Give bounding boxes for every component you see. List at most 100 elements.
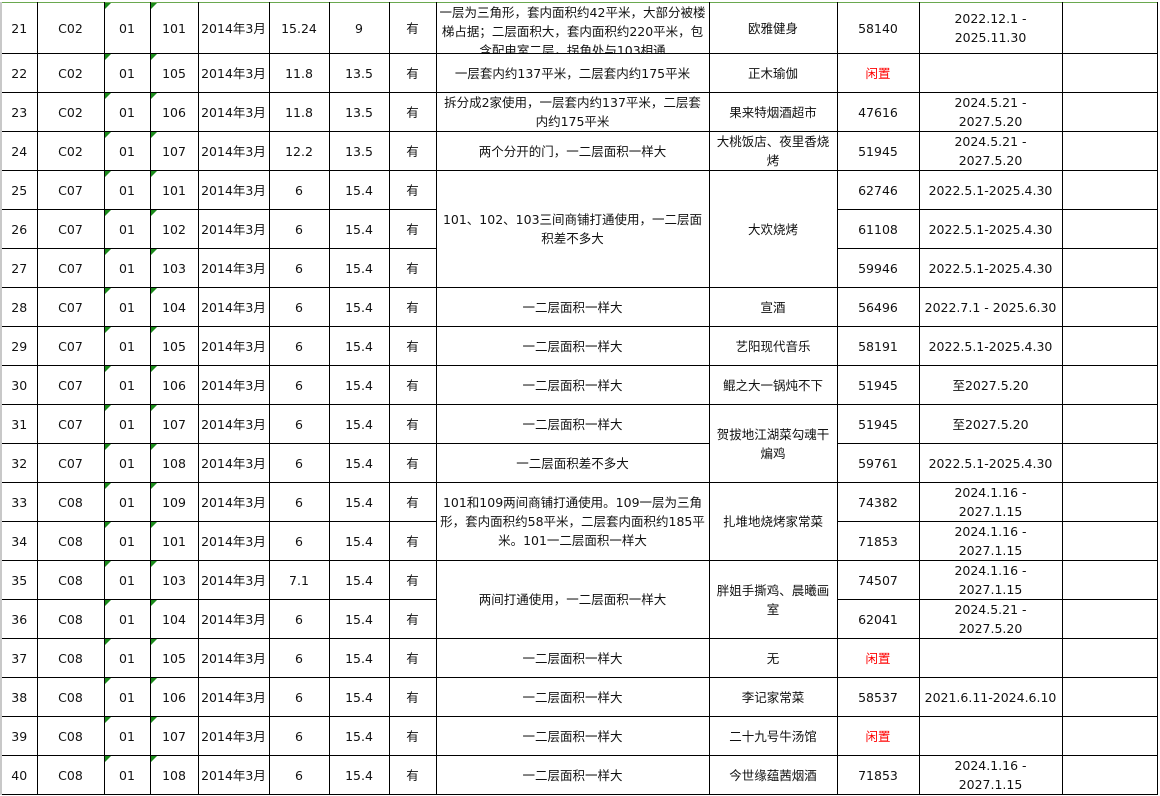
availability-cell[interactable]: 有: [388, 560, 437, 600]
building-cell[interactable]: C07: [36, 365, 105, 405]
value-a-cell[interactable]: 6: [268, 404, 330, 444]
tenant-cell[interactable]: 胖姐手撕鸡、晨曦画室: [708, 560, 838, 639]
value-a-cell[interactable]: 6: [268, 248, 330, 288]
value-b-cell[interactable]: 15.4: [328, 599, 390, 639]
tenant-cell[interactable]: 果来特烟酒超市: [708, 92, 838, 132]
availability-cell[interactable]: 有: [388, 248, 437, 288]
rent-cell[interactable]: 59946: [836, 248, 920, 288]
building-cell[interactable]: C02: [36, 92, 105, 132]
empty-cell[interactable]: [1061, 170, 1158, 210]
date-cell[interactable]: 2014年3月: [197, 638, 270, 678]
availability-cell[interactable]: 有: [388, 209, 437, 249]
empty-cell[interactable]: [1061, 2, 1158, 54]
value-a-cell[interactable]: 6: [268, 599, 330, 639]
empty-cell[interactable]: [1061, 521, 1158, 561]
unit-cell[interactable]: 01: [103, 560, 151, 600]
row-number-cell[interactable]: 25: [0, 170, 38, 210]
tenant-cell[interactable]: 鲲之大一锅炖不下: [708, 365, 838, 405]
tenant-cell[interactable]: 二十九号牛汤馆: [708, 716, 838, 756]
value-b-cell[interactable]: 15.4: [328, 404, 390, 444]
lease-period-cell[interactable]: [918, 716, 1063, 756]
date-cell[interactable]: 2014年3月: [197, 755, 270, 795]
empty-cell[interactable]: [1061, 677, 1158, 717]
empty-cell[interactable]: [1061, 599, 1158, 639]
value-b-cell[interactable]: 15.4: [328, 560, 390, 600]
room-cell[interactable]: 108: [149, 443, 199, 483]
description-cell[interactable]: 一二层面积一样大: [435, 755, 710, 795]
value-b-cell[interactable]: 15.4: [328, 365, 390, 405]
tenant-cell[interactable]: 贺拔地江湖菜勾魂干煸鸡: [708, 404, 838, 483]
date-cell[interactable]: 2014年3月: [197, 2, 270, 54]
unit-cell[interactable]: 01: [103, 209, 151, 249]
rent-cell[interactable]: 74382: [836, 482, 920, 522]
unit-cell[interactable]: 01: [103, 2, 151, 54]
value-a-cell[interactable]: 6: [268, 365, 330, 405]
row-number-cell[interactable]: 27: [0, 248, 38, 288]
row-number-cell[interactable]: 40: [0, 755, 38, 795]
unit-cell[interactable]: 01: [103, 326, 151, 366]
building-cell[interactable]: C08: [36, 755, 105, 795]
availability-cell[interactable]: 有: [388, 755, 437, 795]
description-cell[interactable]: 一二层面积一样大: [435, 287, 710, 327]
tenant-cell[interactable]: 无: [708, 638, 838, 678]
building-cell[interactable]: C08: [36, 482, 105, 522]
description-cell[interactable]: 一二层面积差不多大: [435, 443, 710, 483]
value-a-cell[interactable]: 11.8: [268, 92, 330, 132]
rent-cell[interactable]: 58140: [836, 2, 920, 54]
empty-cell[interactable]: [1061, 482, 1158, 522]
value-a-cell[interactable]: 6: [268, 638, 330, 678]
description-cell[interactable]: 一二层面积一样大: [435, 677, 710, 717]
room-cell[interactable]: 105: [149, 53, 199, 93]
lease-period-cell[interactable]: 2022.5.1-2025.4.30: [918, 170, 1063, 210]
rent-cell[interactable]: 51945: [836, 404, 920, 444]
room-cell[interactable]: 106: [149, 677, 199, 717]
date-cell[interactable]: 2014年3月: [197, 365, 270, 405]
row-number-cell[interactable]: 23: [0, 92, 38, 132]
row-number-cell[interactable]: 22: [0, 53, 38, 93]
row-number-cell[interactable]: 28: [0, 287, 38, 327]
date-cell[interactable]: 2014年3月: [197, 482, 270, 522]
building-cell[interactable]: C08: [36, 521, 105, 561]
availability-cell[interactable]: 有: [388, 599, 437, 639]
description-cell[interactable]: 一二层面积一样大: [435, 716, 710, 756]
value-b-cell[interactable]: 15.4: [328, 170, 390, 210]
value-b-cell[interactable]: 15.4: [328, 287, 390, 327]
date-cell[interactable]: 2014年3月: [197, 248, 270, 288]
room-cell[interactable]: 105: [149, 326, 199, 366]
empty-cell[interactable]: [1061, 443, 1158, 483]
value-a-cell[interactable]: 12.2: [268, 131, 330, 171]
rent-cell[interactable]: 61108: [836, 209, 920, 249]
date-cell[interactable]: 2014年3月: [197, 170, 270, 210]
unit-cell[interactable]: 01: [103, 521, 151, 561]
availability-cell[interactable]: 有: [388, 287, 437, 327]
rent-cell[interactable]: 51945: [836, 365, 920, 405]
value-a-cell[interactable]: 6: [268, 209, 330, 249]
row-number-cell[interactable]: 39: [0, 716, 38, 756]
tenant-cell[interactable]: 艺阳现代音乐: [708, 326, 838, 366]
rent-cell[interactable]: 62746: [836, 170, 920, 210]
rent-cell[interactable]: 56496: [836, 287, 920, 327]
row-number-cell[interactable]: 32: [0, 443, 38, 483]
row-number-cell[interactable]: 21: [0, 2, 38, 54]
unit-cell[interactable]: 01: [103, 404, 151, 444]
empty-cell[interactable]: [1061, 404, 1158, 444]
availability-cell[interactable]: 有: [388, 404, 437, 444]
unit-cell[interactable]: 01: [103, 716, 151, 756]
lease-period-cell[interactable]: 2022.5.1-2025.4.30: [918, 209, 1063, 249]
room-cell[interactable]: 104: [149, 599, 199, 639]
unit-cell[interactable]: 01: [103, 248, 151, 288]
date-cell[interactable]: 2014年3月: [197, 209, 270, 249]
rent-cell[interactable]: 74507: [836, 560, 920, 600]
lease-period-cell[interactable]: 2024.1.16 - 2027.1.15: [918, 560, 1063, 600]
unit-cell[interactable]: 01: [103, 170, 151, 210]
building-cell[interactable]: C08: [36, 638, 105, 678]
empty-cell[interactable]: [1061, 326, 1158, 366]
date-cell[interactable]: 2014年3月: [197, 53, 270, 93]
value-a-cell[interactable]: 6: [268, 521, 330, 561]
value-b-cell[interactable]: 15.4: [328, 677, 390, 717]
building-cell[interactable]: C08: [36, 677, 105, 717]
description-cell[interactable]: 两间打通使用，一二层面积一样大: [435, 560, 710, 639]
value-b-cell[interactable]: 13.5: [328, 53, 390, 93]
date-cell[interactable]: 2014年3月: [197, 560, 270, 600]
row-number-cell[interactable]: 38: [0, 677, 38, 717]
